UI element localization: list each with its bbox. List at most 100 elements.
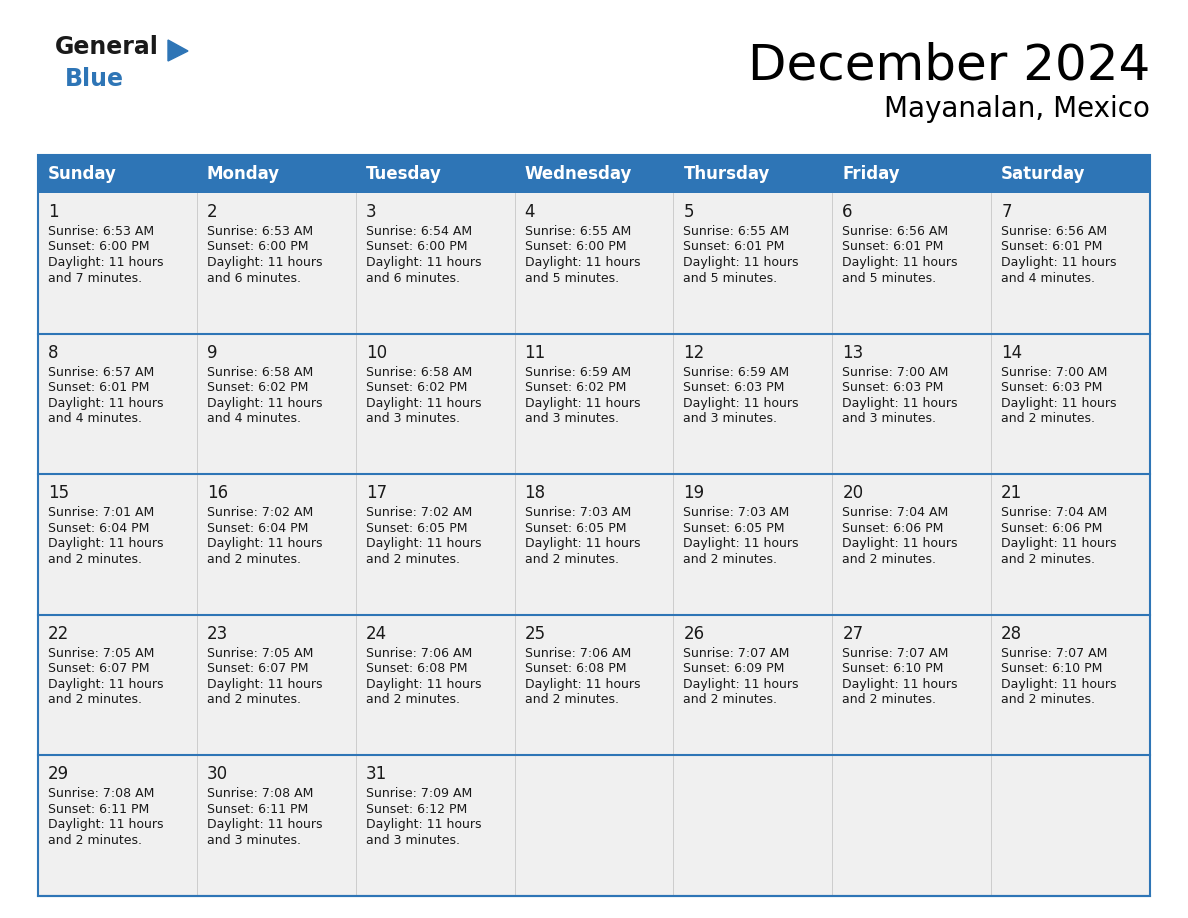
- Text: and 2 minutes.: and 2 minutes.: [48, 693, 143, 706]
- Text: and 3 minutes.: and 3 minutes.: [207, 834, 301, 847]
- Text: and 4 minutes.: and 4 minutes.: [48, 412, 143, 425]
- Text: Daylight: 11 hours: Daylight: 11 hours: [842, 537, 958, 550]
- Text: and 4 minutes.: and 4 minutes.: [1001, 272, 1095, 285]
- Text: Sunrise: 6:58 AM: Sunrise: 6:58 AM: [366, 365, 472, 378]
- Text: Sunset: 6:01 PM: Sunset: 6:01 PM: [48, 381, 150, 394]
- Text: Sunset: 6:05 PM: Sunset: 6:05 PM: [525, 521, 626, 534]
- Text: and 2 minutes.: and 2 minutes.: [842, 693, 936, 706]
- Text: and 3 minutes.: and 3 minutes.: [366, 834, 460, 847]
- Text: Blue: Blue: [65, 67, 124, 91]
- Text: Daylight: 11 hours: Daylight: 11 hours: [207, 397, 322, 409]
- Text: and 3 minutes.: and 3 minutes.: [683, 412, 777, 425]
- Text: Sunset: 6:06 PM: Sunset: 6:06 PM: [1001, 521, 1102, 534]
- Text: and 2 minutes.: and 2 minutes.: [1001, 412, 1095, 425]
- Bar: [38, 333, 1150, 475]
- Text: and 5 minutes.: and 5 minutes.: [842, 272, 936, 285]
- Text: Daylight: 11 hours: Daylight: 11 hours: [842, 256, 958, 269]
- Text: 15: 15: [48, 484, 69, 502]
- Text: Sunset: 6:03 PM: Sunset: 6:03 PM: [842, 381, 943, 394]
- Text: Sunset: 6:12 PM: Sunset: 6:12 PM: [366, 803, 467, 816]
- Text: Sunset: 6:02 PM: Sunset: 6:02 PM: [366, 381, 467, 394]
- Text: Daylight: 11 hours: Daylight: 11 hours: [366, 537, 481, 550]
- Text: Sunrise: 7:05 AM: Sunrise: 7:05 AM: [48, 647, 154, 660]
- Text: Sunrise: 6:53 AM: Sunrise: 6:53 AM: [48, 225, 154, 238]
- Text: and 2 minutes.: and 2 minutes.: [1001, 553, 1095, 565]
- Text: and 2 minutes.: and 2 minutes.: [366, 553, 460, 565]
- Text: Sunset: 6:08 PM: Sunset: 6:08 PM: [525, 662, 626, 676]
- Text: Sunset: 6:00 PM: Sunset: 6:00 PM: [525, 241, 626, 253]
- Text: Sunrise: 6:59 AM: Sunrise: 6:59 AM: [683, 365, 790, 378]
- Text: and 3 minutes.: and 3 minutes.: [366, 412, 460, 425]
- Text: 27: 27: [842, 625, 864, 643]
- Text: Daylight: 11 hours: Daylight: 11 hours: [683, 256, 798, 269]
- Text: 28: 28: [1001, 625, 1022, 643]
- Text: 30: 30: [207, 766, 228, 783]
- Text: Sunset: 6:04 PM: Sunset: 6:04 PM: [48, 521, 150, 534]
- Text: Sunrise: 6:54 AM: Sunrise: 6:54 AM: [366, 225, 472, 238]
- Text: Sunrise: 7:07 AM: Sunrise: 7:07 AM: [842, 647, 949, 660]
- Text: Sunrise: 7:00 AM: Sunrise: 7:00 AM: [842, 365, 949, 378]
- Text: 1: 1: [48, 203, 58, 221]
- Text: and 2 minutes.: and 2 minutes.: [48, 834, 143, 847]
- Text: Daylight: 11 hours: Daylight: 11 hours: [207, 537, 322, 550]
- Text: Daylight: 11 hours: Daylight: 11 hours: [48, 397, 164, 409]
- Text: Sunset: 6:04 PM: Sunset: 6:04 PM: [207, 521, 308, 534]
- Text: 26: 26: [683, 625, 704, 643]
- Text: Sunrise: 7:09 AM: Sunrise: 7:09 AM: [366, 788, 472, 800]
- Text: 31: 31: [366, 766, 387, 783]
- Text: Thursday: Thursday: [683, 165, 770, 183]
- Text: and 6 minutes.: and 6 minutes.: [366, 272, 460, 285]
- Text: Sunset: 6:10 PM: Sunset: 6:10 PM: [842, 662, 943, 676]
- Text: Sunset: 6:06 PM: Sunset: 6:06 PM: [842, 521, 943, 534]
- Text: 11: 11: [525, 343, 545, 362]
- Text: 17: 17: [366, 484, 387, 502]
- Text: Sunrise: 7:02 AM: Sunrise: 7:02 AM: [207, 506, 314, 520]
- Text: Sunset: 6:05 PM: Sunset: 6:05 PM: [366, 521, 467, 534]
- Text: Sunrise: 7:00 AM: Sunrise: 7:00 AM: [1001, 365, 1107, 378]
- Text: 9: 9: [207, 343, 217, 362]
- Text: Daylight: 11 hours: Daylight: 11 hours: [366, 677, 481, 691]
- Text: Daylight: 11 hours: Daylight: 11 hours: [207, 256, 322, 269]
- Text: December 2024: December 2024: [747, 42, 1150, 90]
- Bar: [991, 155, 1150, 193]
- Text: Sunset: 6:01 PM: Sunset: 6:01 PM: [683, 241, 785, 253]
- Text: Sunrise: 7:04 AM: Sunrise: 7:04 AM: [1001, 506, 1107, 520]
- Text: Friday: Friday: [842, 165, 901, 183]
- Text: 12: 12: [683, 343, 704, 362]
- Bar: [38, 756, 1150, 896]
- Text: Mayanalan, Mexico: Mayanalan, Mexico: [884, 95, 1150, 123]
- Text: 2: 2: [207, 203, 217, 221]
- Text: Daylight: 11 hours: Daylight: 11 hours: [1001, 256, 1117, 269]
- Text: Daylight: 11 hours: Daylight: 11 hours: [48, 537, 164, 550]
- Text: Sunset: 6:03 PM: Sunset: 6:03 PM: [1001, 381, 1102, 394]
- Text: and 2 minutes.: and 2 minutes.: [683, 553, 777, 565]
- Text: Daylight: 11 hours: Daylight: 11 hours: [207, 677, 322, 691]
- Text: 22: 22: [48, 625, 69, 643]
- Text: Daylight: 11 hours: Daylight: 11 hours: [366, 819, 481, 832]
- Text: and 3 minutes.: and 3 minutes.: [525, 412, 619, 425]
- Text: 20: 20: [842, 484, 864, 502]
- Bar: [674, 155, 833, 193]
- Text: Sunrise: 6:58 AM: Sunrise: 6:58 AM: [207, 365, 314, 378]
- Text: Sunday: Sunday: [48, 165, 116, 183]
- Text: Sunrise: 7:04 AM: Sunrise: 7:04 AM: [842, 506, 948, 520]
- Text: 16: 16: [207, 484, 228, 502]
- Text: Sunset: 6:01 PM: Sunset: 6:01 PM: [1001, 241, 1102, 253]
- Text: and 4 minutes.: and 4 minutes.: [207, 412, 301, 425]
- Text: Daylight: 11 hours: Daylight: 11 hours: [48, 677, 164, 691]
- Text: Sunset: 6:02 PM: Sunset: 6:02 PM: [525, 381, 626, 394]
- Text: Daylight: 11 hours: Daylight: 11 hours: [525, 537, 640, 550]
- Text: Sunrise: 6:55 AM: Sunrise: 6:55 AM: [683, 225, 790, 238]
- Text: and 2 minutes.: and 2 minutes.: [683, 693, 777, 706]
- Text: 21: 21: [1001, 484, 1023, 502]
- Text: Daylight: 11 hours: Daylight: 11 hours: [525, 677, 640, 691]
- Text: 7: 7: [1001, 203, 1012, 221]
- Text: Wednesday: Wednesday: [525, 165, 632, 183]
- Text: 29: 29: [48, 766, 69, 783]
- Bar: [38, 155, 197, 193]
- Text: Sunrise: 7:05 AM: Sunrise: 7:05 AM: [207, 647, 314, 660]
- Text: and 2 minutes.: and 2 minutes.: [207, 693, 301, 706]
- Text: Sunrise: 6:53 AM: Sunrise: 6:53 AM: [207, 225, 312, 238]
- Text: Sunset: 6:03 PM: Sunset: 6:03 PM: [683, 381, 785, 394]
- Text: Sunset: 6:09 PM: Sunset: 6:09 PM: [683, 662, 785, 676]
